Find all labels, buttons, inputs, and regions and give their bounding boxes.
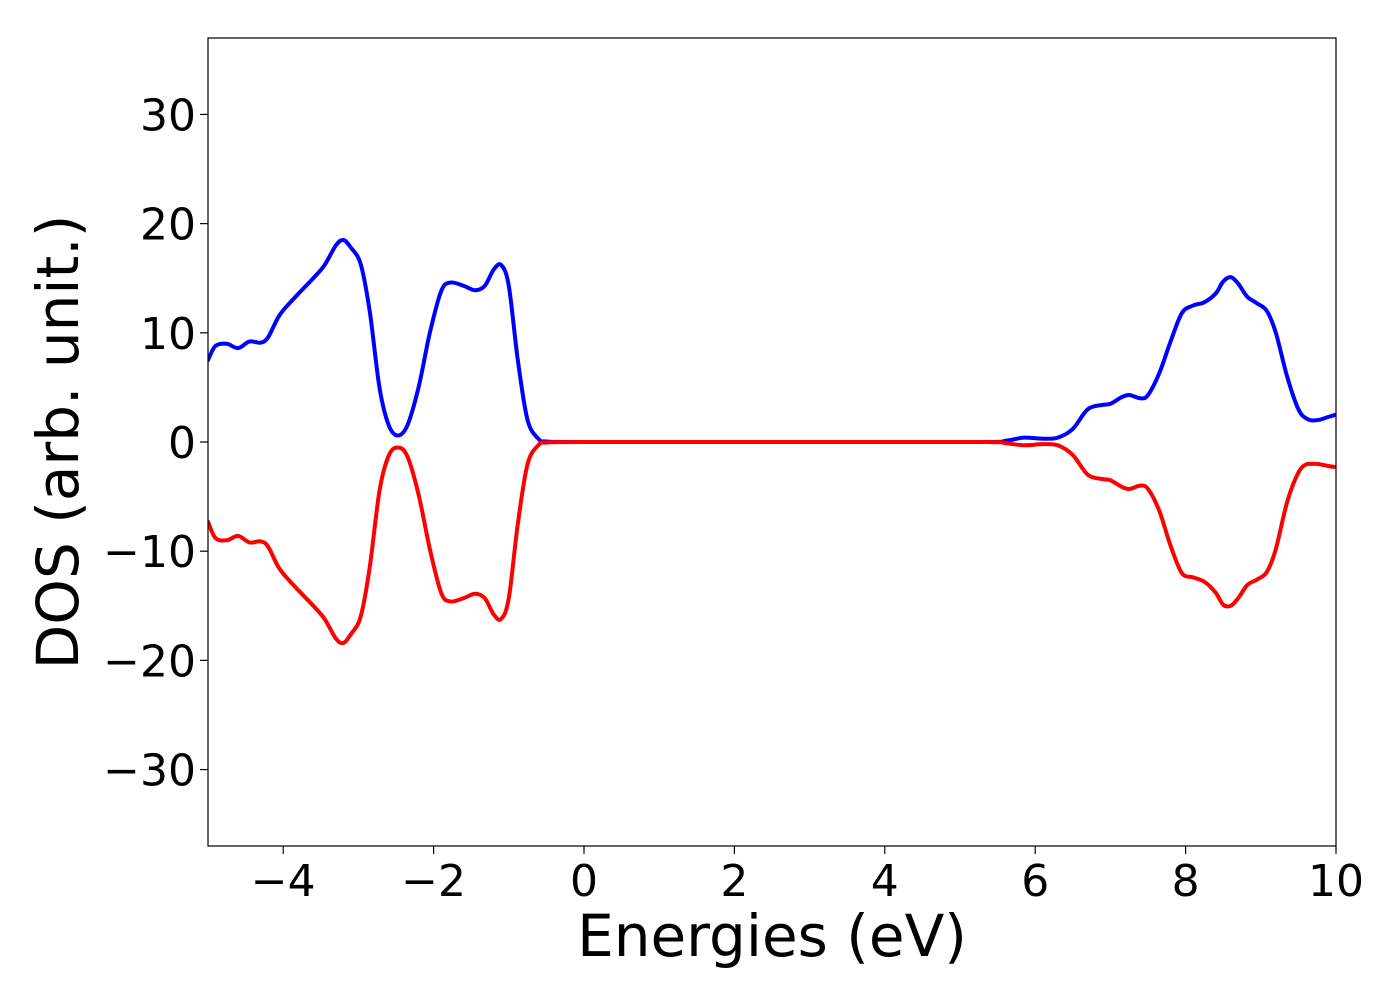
y-tick-label: 20 <box>140 200 196 251</box>
y-tick-label: 30 <box>140 90 196 141</box>
x-tick-label: 0 <box>570 856 598 907</box>
x-tick-label: −4 <box>251 856 316 907</box>
y-tick-label: −10 <box>103 527 196 578</box>
x-tick-label: 4 <box>871 856 899 907</box>
x-axis-label: Energies (eV) <box>577 902 967 970</box>
y-tick-label: 0 <box>168 418 196 469</box>
x-tick-label: −2 <box>401 856 466 907</box>
x-tick-label: 8 <box>1172 856 1200 907</box>
series-layer <box>208 237 1336 646</box>
y-tick-label: 10 <box>140 309 196 360</box>
y-axis-label: DOS (arb. unit.) <box>24 215 92 670</box>
y-tick-label: −20 <box>103 636 196 687</box>
x-tick-label: 10 <box>1308 856 1364 907</box>
x-tick-label: 2 <box>720 856 748 907</box>
series-line-spin-down <box>208 439 1336 646</box>
x-tick-label: 6 <box>1021 856 1049 907</box>
y-tick-label: −30 <box>103 746 196 797</box>
